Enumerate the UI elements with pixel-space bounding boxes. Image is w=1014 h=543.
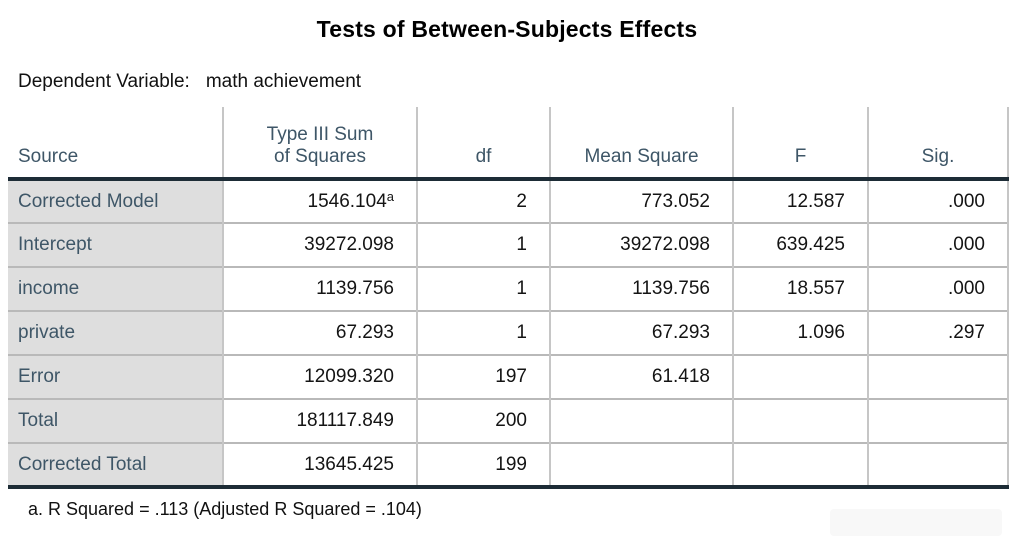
dependent-variable-label: Dependent Variable: (18, 71, 190, 92)
table-footnote: a. R Squared = .113 (Adjusted R Squared … (28, 499, 422, 519)
cell-sig (867, 399, 1009, 443)
cell-f (732, 355, 868, 399)
dependent-variable-value: math achievement (205, 71, 362, 92)
cell-sig: .000 (867, 223, 1009, 267)
cell-f: 1.096 (732, 311, 868, 355)
cell-sig: .297 (867, 311, 1009, 355)
table-row-corrected-total: Corrected Total 13645.425 199 (8, 443, 1009, 487)
cell-sig (867, 443, 1009, 487)
col-header-f: F (732, 107, 868, 179)
col-header-source: Source (8, 107, 223, 179)
cell-mean-square (549, 399, 733, 443)
cell-f: 639.425 (732, 223, 868, 267)
cell-mean-square: 773.052 (549, 179, 733, 223)
table-row-private: private 67.293 1 67.293 1.096 .297 (8, 311, 1009, 355)
cell-df: 2 (416, 179, 550, 223)
cell-sig: .000 (867, 179, 1009, 223)
cell-df: 199 (416, 443, 550, 487)
cell-df: 200 (416, 399, 550, 443)
cell-sig: .000 (867, 267, 1009, 311)
footnote-marker: a (386, 188, 394, 204)
table-row-corrected-model: Corrected Model 1546.104a 2 773.052 12.5… (8, 179, 1009, 223)
row-label: Total (8, 399, 223, 443)
cell-df: 1 (416, 311, 550, 355)
anova-table: Source Type III Sum of Squares df Mean S… (8, 107, 1009, 489)
row-label: private (8, 311, 223, 355)
table-row-income: income 1139.756 1 1139.756 18.557 .000 (8, 267, 1009, 311)
row-label: Intercept (8, 223, 223, 267)
cell-sum-of-squares: 181117.849 (222, 399, 417, 443)
col-header-mean-square: Mean Square (549, 107, 733, 179)
cell-f: 12.587 (732, 179, 868, 223)
cell-f (732, 399, 868, 443)
cell-sum-of-squares: 12099.320 (222, 355, 417, 399)
cell-mean-square: 39272.098 (549, 223, 733, 267)
cell-mean-square: 67.293 (549, 311, 733, 355)
cell-df: 1 (416, 267, 550, 311)
cell-sum-of-squares: 1546.104a (222, 179, 417, 223)
col-header-type-iii-sum: Type III Sum of Squares (222, 107, 417, 179)
table-row-total: Total 181117.849 200 (8, 399, 1009, 443)
cell-sum-of-squares: 67.293 (222, 311, 417, 355)
row-label: income (8, 267, 223, 311)
cell-df: 1 (416, 223, 550, 267)
cell-mean-square: 1139.756 (549, 267, 733, 311)
table-row-intercept: Intercept 39272.098 1 39272.098 639.425 … (8, 223, 1009, 267)
cell-f (732, 443, 868, 487)
watermark-remnant (830, 509, 1002, 536)
cell-mean-square (549, 443, 733, 487)
cell-sum-of-squares: 39272.098 (222, 223, 417, 267)
cell-sig (867, 355, 1009, 399)
cell-mean-square: 61.418 (549, 355, 733, 399)
table-title: Tests of Between-Subjects Effects (316, 16, 698, 42)
header-row: Source Type III Sum of Squares df Mean S… (8, 107, 1009, 179)
col-header-sig: Sig. (867, 107, 1009, 179)
dependent-variable-line: Dependent Variable: math achievement (18, 71, 1014, 93)
table-row-error: Error 12099.320 197 61.418 (8, 355, 1009, 399)
cell-sum-of-squares: 13645.425 (222, 443, 417, 487)
row-label: Error (8, 355, 223, 399)
cell-f: 18.557 (732, 267, 868, 311)
row-label: Corrected Total (8, 443, 223, 487)
row-label: Corrected Model (8, 179, 223, 223)
col-header-df: df (416, 107, 550, 179)
cell-df: 197 (416, 355, 550, 399)
cell-sum-of-squares: 1139.756 (222, 267, 417, 311)
